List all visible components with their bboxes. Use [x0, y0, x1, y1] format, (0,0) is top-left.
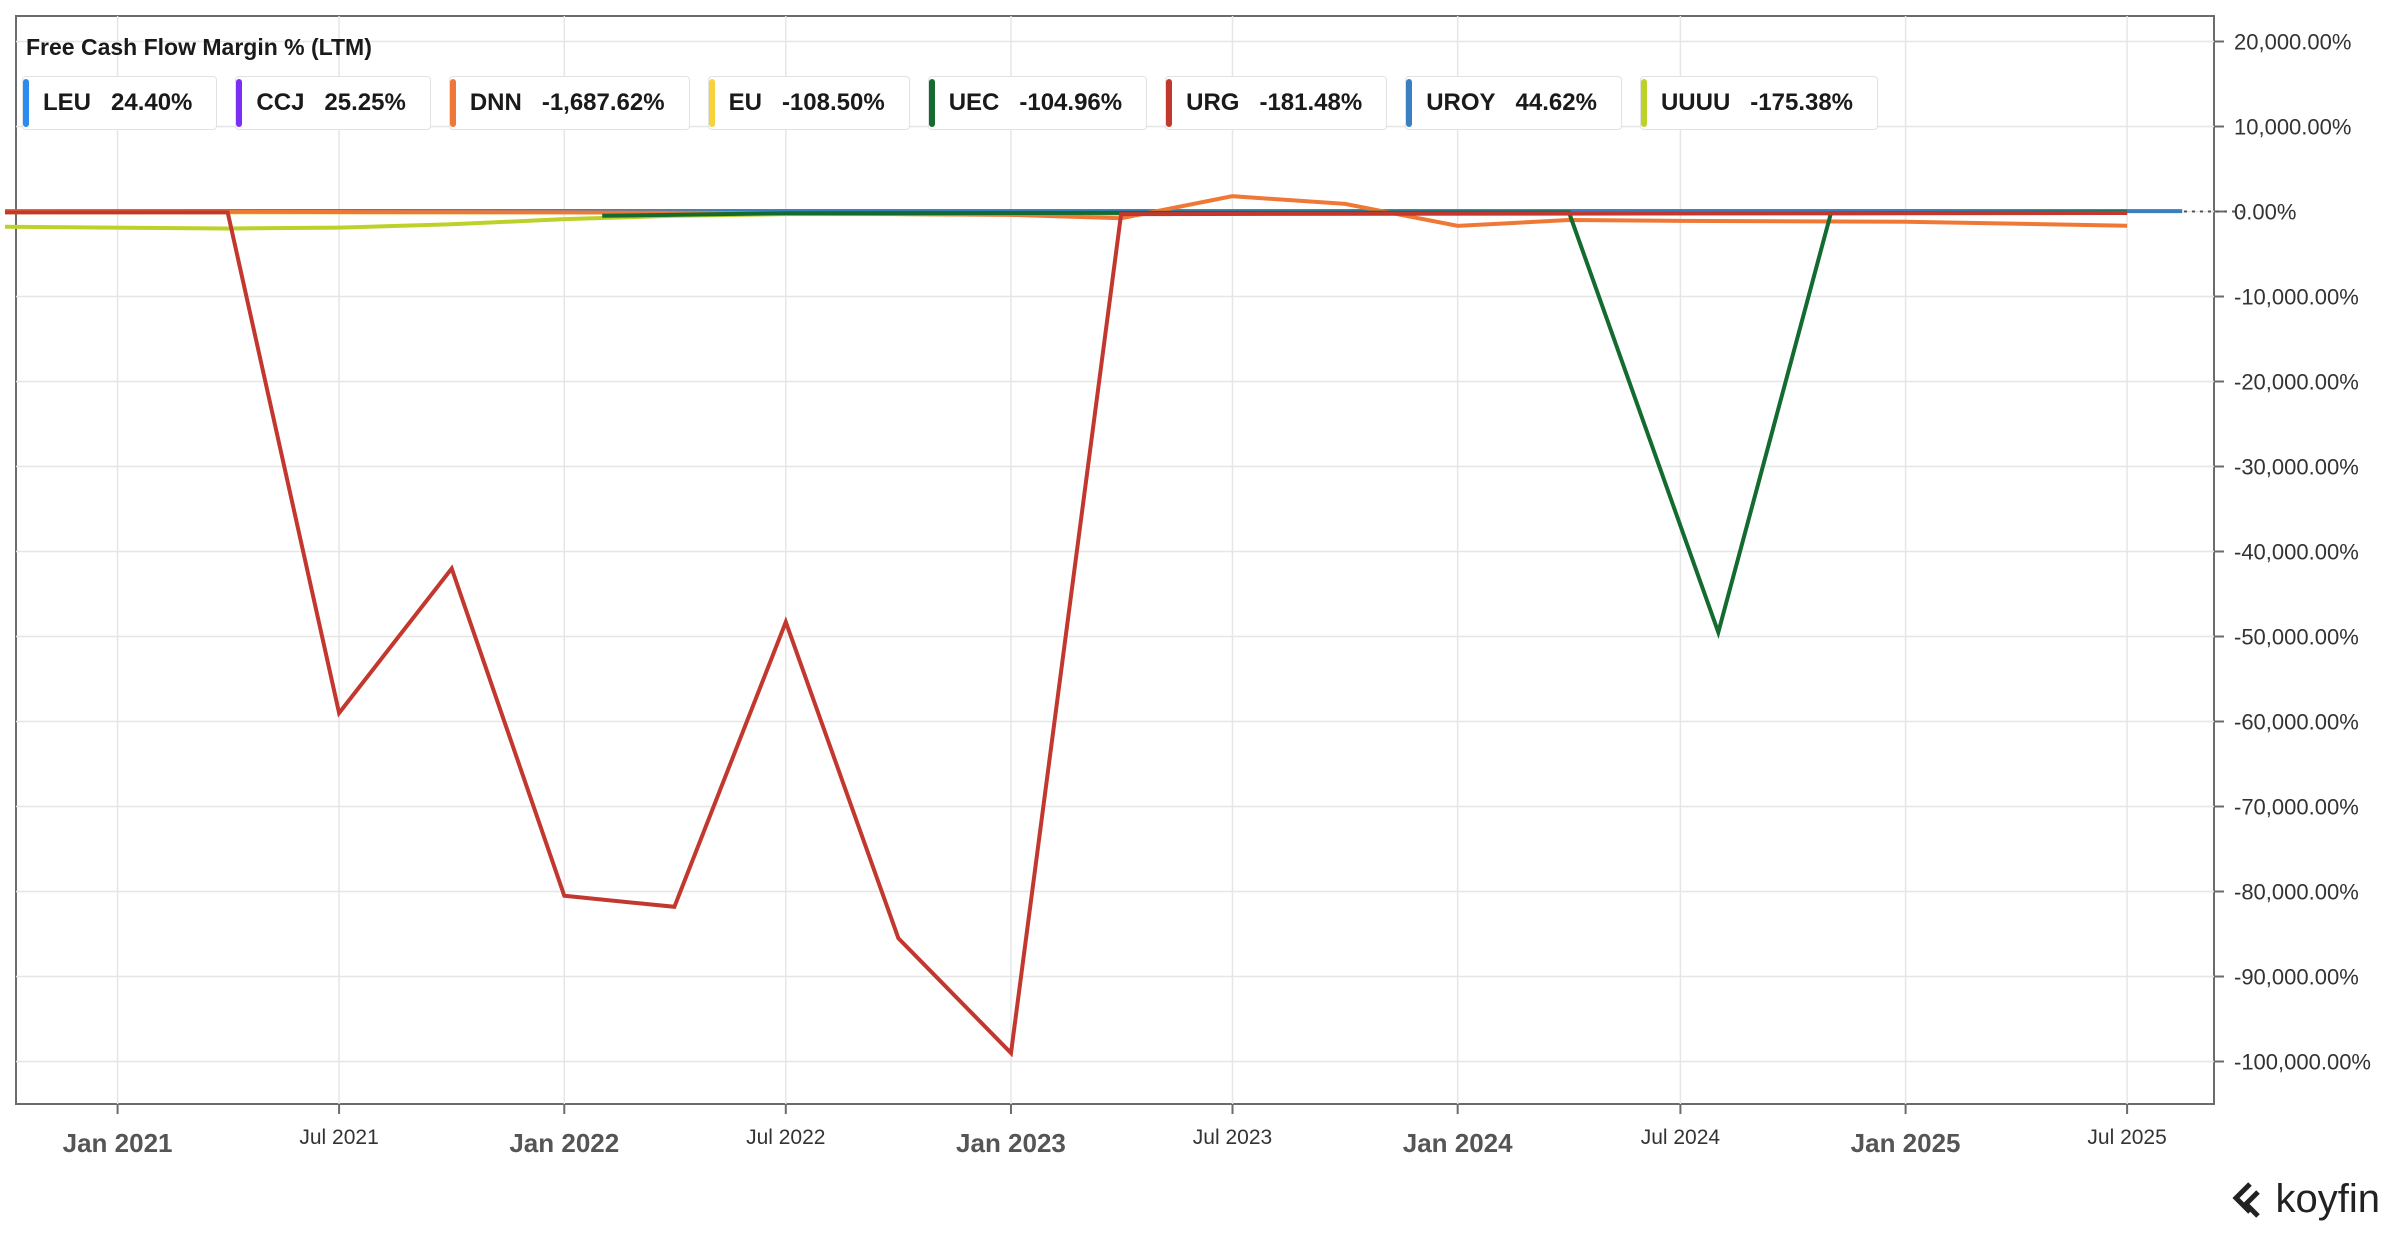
series-lines — [4, 194, 2183, 1058]
y-tick-label: -100,000.00% — [2234, 1050, 2371, 1075]
x-tick-label: Jan 2024 — [1403, 1128, 1513, 1158]
legend-item-dnn[interactable]: DNN -1,687.62% — [448, 76, 690, 130]
x-tick-label: Jul 2024 — [1641, 1126, 1721, 1149]
y-tick-label: -40,000.00% — [2234, 540, 2359, 565]
legend-symbol: LEU — [43, 89, 91, 116]
y-tick-label: 0.00% — [2234, 200, 2296, 225]
x-tick-label: Jan 2025 — [1851, 1128, 1961, 1158]
legend-value: -181.48% — [1259, 89, 1363, 116]
y-tick-label: -10,000.00% — [2234, 285, 2359, 310]
y-tick-label: -50,000.00% — [2234, 625, 2359, 650]
legend-value: -1,687.62% — [541, 89, 665, 116]
legend-symbol: DNN — [469, 89, 522, 116]
y-tick-label: -30,000.00% — [2234, 455, 2359, 480]
legend-symbol: UROY — [1426, 89, 1496, 116]
y-tick-label: 10,000.00% — [2234, 115, 2351, 140]
series-color-swatch — [928, 79, 935, 127]
x-tick-label: Jul 2021 — [299, 1126, 378, 1149]
plot-frame — [15, 15, 2215, 1105]
legend-item-eu[interactable]: EU -108.50% — [707, 76, 910, 130]
legend-value: 24.40% — [111, 89, 193, 116]
series-line-uec — [602, 210, 2128, 640]
legend-symbol: UEC — [948, 89, 1000, 116]
x-tick-label: Jul 2022 — [746, 1126, 825, 1149]
legend-symbol: CCJ — [256, 89, 305, 116]
legend-item-uroy[interactable]: UROY 44.62% — [1405, 76, 1622, 130]
legend-symbol: URG — [1186, 89, 1240, 116]
legend-value: -175.38% — [1750, 89, 1854, 116]
legend-value: -108.50% — [781, 89, 885, 116]
series-color-swatch — [1166, 79, 1173, 127]
legend: LEU 24.40% CCJ 25.25% DNN -1,687.62% EU -108.50… — [22, 76, 1879, 130]
legend-item-leu[interactable]: LEU 24.40% — [22, 76, 218, 130]
koyfin-logo-icon — [2231, 1181, 2260, 1218]
legend-value: -104.96% — [1019, 89, 1123, 116]
y-tick-label: -90,000.00% — [2234, 965, 2359, 990]
grid — [16, 16, 2214, 1104]
legend-item-urg[interactable]: URG -181.48% — [1165, 76, 1388, 130]
y-tick-label: 20,000.00% — [2234, 30, 2351, 55]
legend-item-uec[interactable]: UEC -104.96% — [927, 76, 1148, 130]
series-line-urg — [5, 210, 2128, 1058]
series-color-swatch — [449, 79, 456, 127]
chart-title: Free Cash Flow Margin % (LTM) — [26, 34, 372, 60]
series-color-swatch — [23, 79, 29, 127]
legend-symbol: UUUU — [1660, 89, 1731, 116]
x-tick-label: Jan 2022 — [509, 1128, 619, 1158]
y-tick-label: -80,000.00% — [2234, 880, 2359, 905]
y-tick-label: -70,000.00% — [2234, 795, 2359, 820]
legend-item-ccj[interactable]: CCJ 25.25% — [235, 76, 431, 130]
x-tick-label: Jul 2025 — [2087, 1126, 2166, 1149]
series-color-swatch — [708, 79, 715, 127]
series-color-swatch — [1406, 79, 1413, 127]
y-tick-label: -20,000.00% — [2234, 370, 2359, 395]
brand-name: koyfin — [2275, 1177, 2381, 1221]
legend-value: 25.25% — [324, 89, 406, 116]
brand-logo: koyfin — [2230, 1177, 2381, 1222]
axes: 20,000.00% 10,000.00% 0.00% -10,000.00% -20,… — [63, 30, 2371, 1159]
legend-symbol: EU — [728, 89, 762, 116]
series-color-swatch — [236, 79, 243, 127]
x-tick-label: Jul 2023 — [1193, 1126, 1272, 1149]
series-color-swatch — [1640, 79, 1647, 127]
x-tick-label: Jan 2023 — [956, 1128, 1066, 1158]
legend-item-uuuu[interactable]: UUUU -175.38% — [1639, 76, 1879, 130]
legend-value: 44.62% — [1515, 89, 1597, 116]
x-tick-label: Jan 2021 — [63, 1128, 173, 1158]
y-tick-label: -60,000.00% — [2234, 710, 2359, 735]
